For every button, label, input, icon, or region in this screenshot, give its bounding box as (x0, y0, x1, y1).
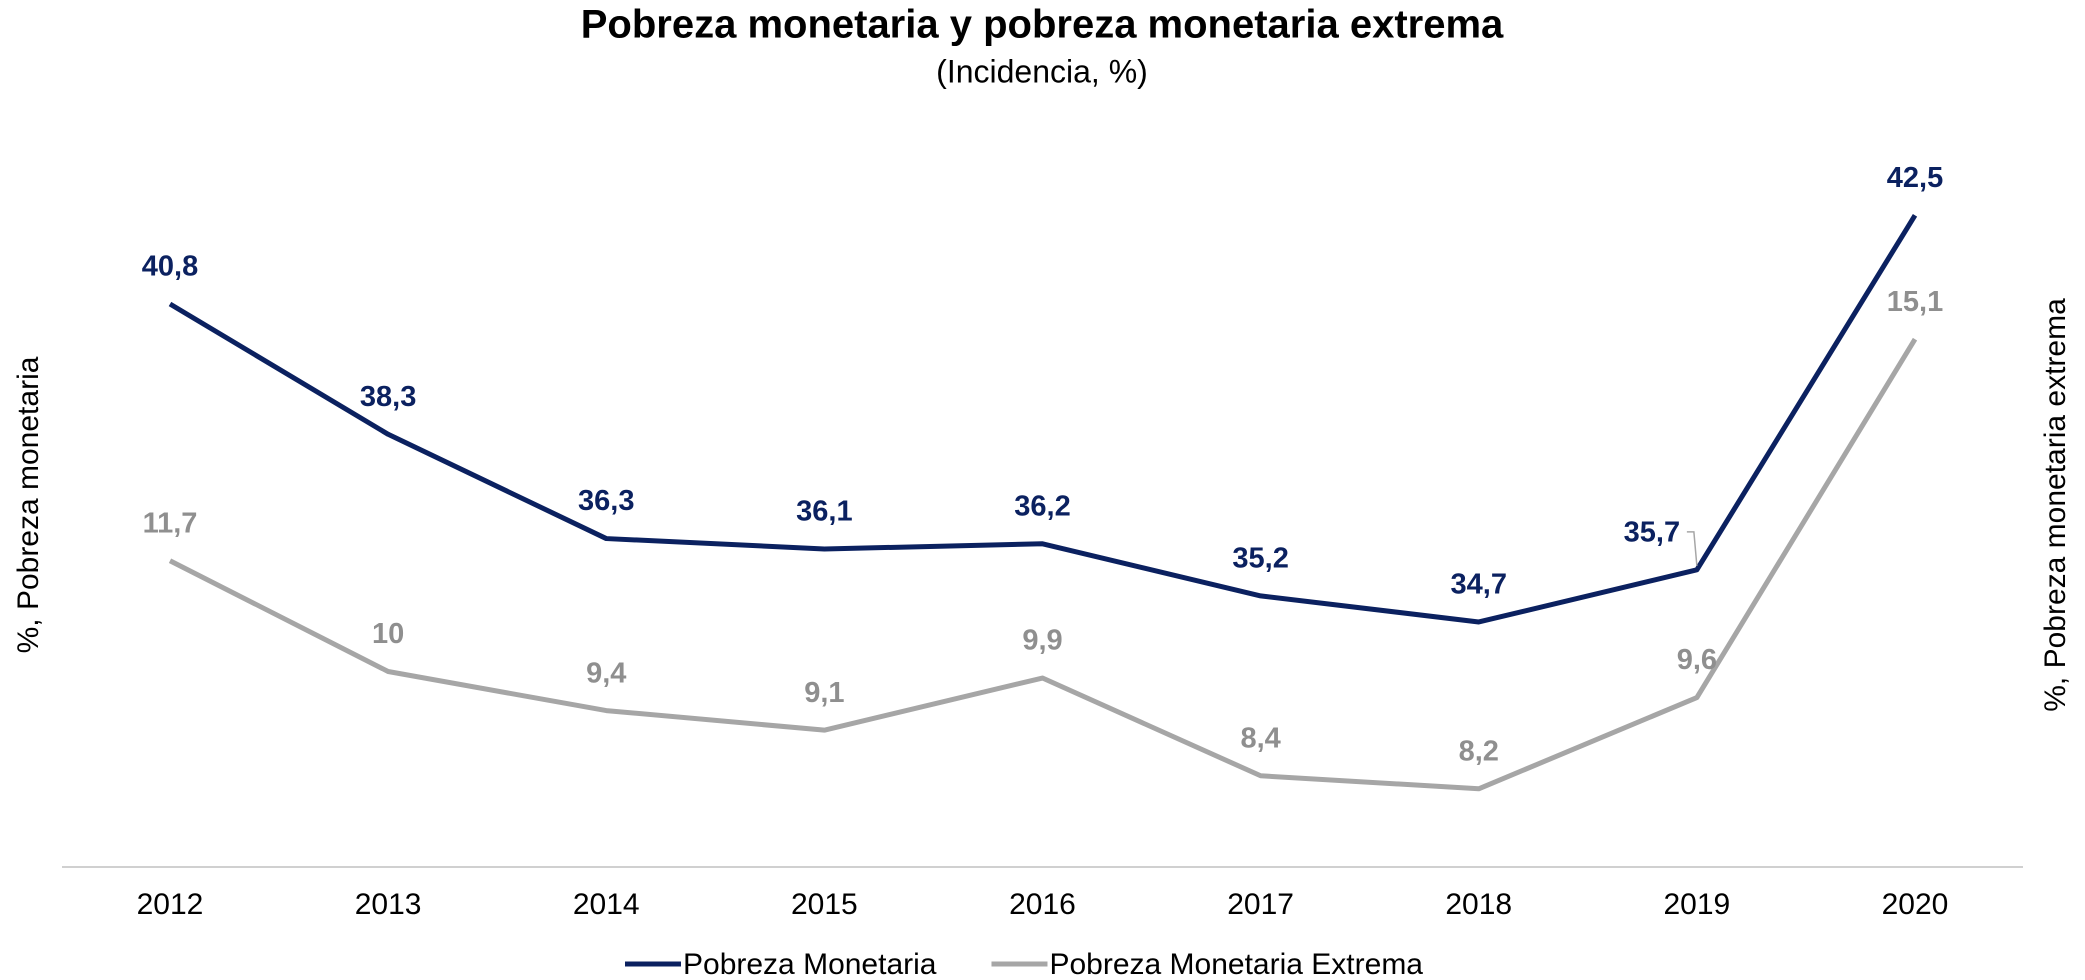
series-line (168, 337, 1918, 792)
chart-subtitle: (Incidencia, %) (936, 53, 1148, 89)
data-label: 9,6 (1677, 644, 1717, 676)
x-tick-label: 2019 (1664, 888, 1731, 921)
x-tick-label: 2014 (573, 888, 640, 921)
data-label: 11,7 (143, 507, 198, 539)
data-label: 15,1 (1887, 286, 1943, 318)
data-label: 40,8 (142, 251, 198, 283)
chart-title: Pobreza monetaria y pobreza monetaria ex… (581, 3, 1504, 47)
x-tick-label: 2016 (1009, 888, 1076, 921)
data-label: 35,2 (1232, 543, 1288, 575)
data-label: 9,1 (804, 677, 844, 709)
data-label: 34,7 (1451, 569, 1507, 601)
x-tick-label: 2020 (1882, 888, 1949, 921)
data-label: 38,3 (360, 381, 416, 413)
data-label: 10 (372, 618, 404, 650)
data-label: 36,1 (796, 496, 852, 528)
data-label: 8,4 (1240, 722, 1280, 754)
legend-label: Pobreza Monetaria Extrema (1049, 948, 1423, 980)
data-label: 36,2 (1014, 490, 1070, 522)
data-label: 36,3 (578, 485, 634, 517)
data-label: 9,9 (1022, 625, 1062, 657)
x-tick-label: 2013 (355, 888, 422, 921)
series-line (168, 214, 1918, 625)
leader-line (1686, 531, 1698, 566)
data-label: 9,4 (586, 657, 626, 689)
y2-axis-title: %, Pobreza monetaria extrema (2039, 298, 2072, 712)
x-tick-label: 2018 (1445, 888, 1512, 921)
data-label: 35,7 (1624, 516, 1680, 548)
data-label: 42,5 (1887, 162, 1943, 194)
x-tick-label: 2017 (1227, 888, 1294, 921)
y-axis-title: %, Pobreza monetaria (12, 356, 45, 653)
data-label: 8,2 (1459, 735, 1499, 767)
legend-label: Pobreza Monetaria (683, 948, 937, 980)
x-tick-label: 2012 (137, 888, 204, 921)
x-tick-label: 2015 (791, 888, 858, 921)
